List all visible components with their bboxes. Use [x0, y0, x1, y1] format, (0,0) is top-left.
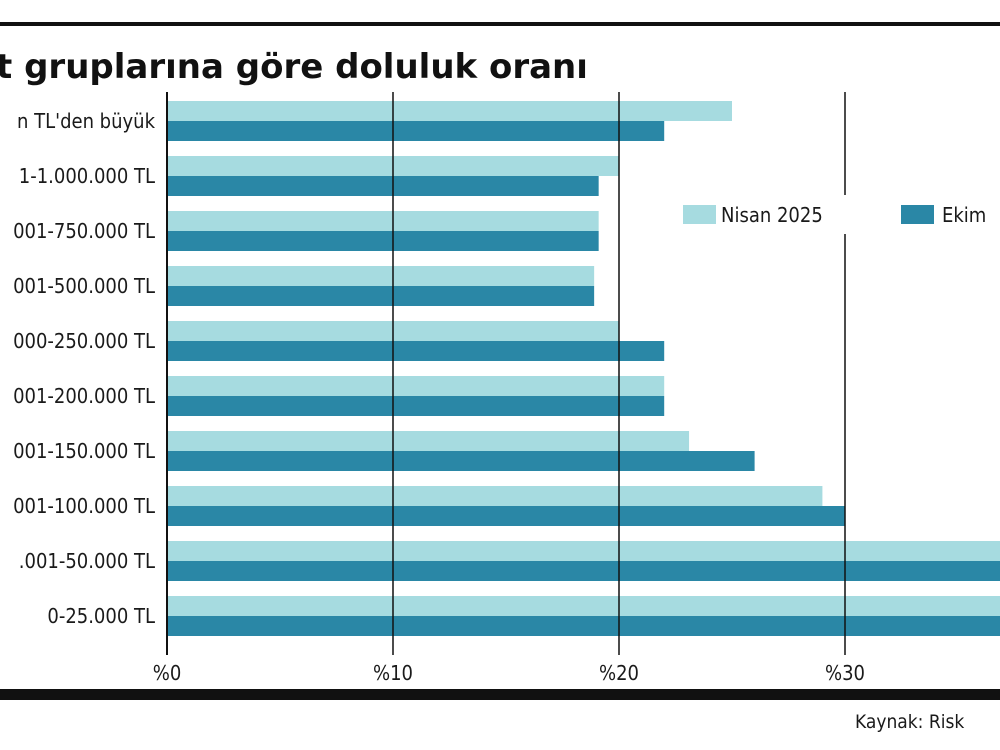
legend-label-nisan: Nisan 2025 — [721, 203, 823, 227]
top-rule — [0, 22, 1000, 26]
bar-nisan — [167, 266, 595, 286]
bar-nisan — [167, 486, 823, 506]
bar-nisan — [167, 101, 732, 121]
x-tick-label: %0 — [153, 661, 182, 685]
category-label: 000-250.000 TL — [13, 329, 155, 353]
bar-nisan — [167, 596, 1000, 616]
legend-label-ekim: Ekim — [942, 203, 986, 227]
bar-ekim — [167, 506, 845, 526]
bar-nisan — [167, 376, 665, 396]
category-label: 001-750.000 TL — [13, 219, 155, 243]
x-tick-label: %20 — [599, 661, 639, 685]
bar-ekim — [167, 451, 755, 471]
bar-ekim — [167, 561, 1000, 581]
bar-nisan — [167, 431, 690, 451]
legend: Nisan 2025 Ekim — [683, 203, 986, 227]
bar-ekim — [167, 121, 665, 141]
bar-ekim — [167, 231, 599, 251]
bar-ekim — [167, 396, 665, 416]
category-label: 1-1.000.000 TL — [19, 164, 155, 188]
bar-ekim — [167, 341, 665, 361]
category-label: 001-500.000 TL — [13, 274, 155, 298]
x-tick-label: %10 — [373, 661, 413, 685]
bar-ekim — [167, 176, 599, 196]
category-label: .001-50.000 TL — [19, 549, 155, 573]
category-label: 001-150.000 TL — [13, 439, 155, 463]
category-label: 001-100.000 TL — [13, 494, 155, 518]
source-note: Kaynak: Risk — [855, 711, 964, 733]
bottom-rule — [0, 689, 1000, 700]
bar-ekim — [167, 616, 1000, 636]
category-label: 0-25.000 TL — [47, 604, 155, 628]
category-label: n TL'den büyük — [17, 109, 156, 133]
category-label: 001-200.000 TL — [13, 384, 155, 408]
bar-ekim — [167, 286, 595, 306]
legend-swatch-nisan — [683, 205, 716, 224]
x-tick-label: %30 — [825, 661, 865, 685]
bar-nisan — [167, 211, 599, 231]
bar-nisan — [167, 541, 1000, 561]
chart-title: t gruplarına göre doluluk oranı — [0, 47, 588, 87]
legend-swatch-ekim — [901, 205, 934, 224]
